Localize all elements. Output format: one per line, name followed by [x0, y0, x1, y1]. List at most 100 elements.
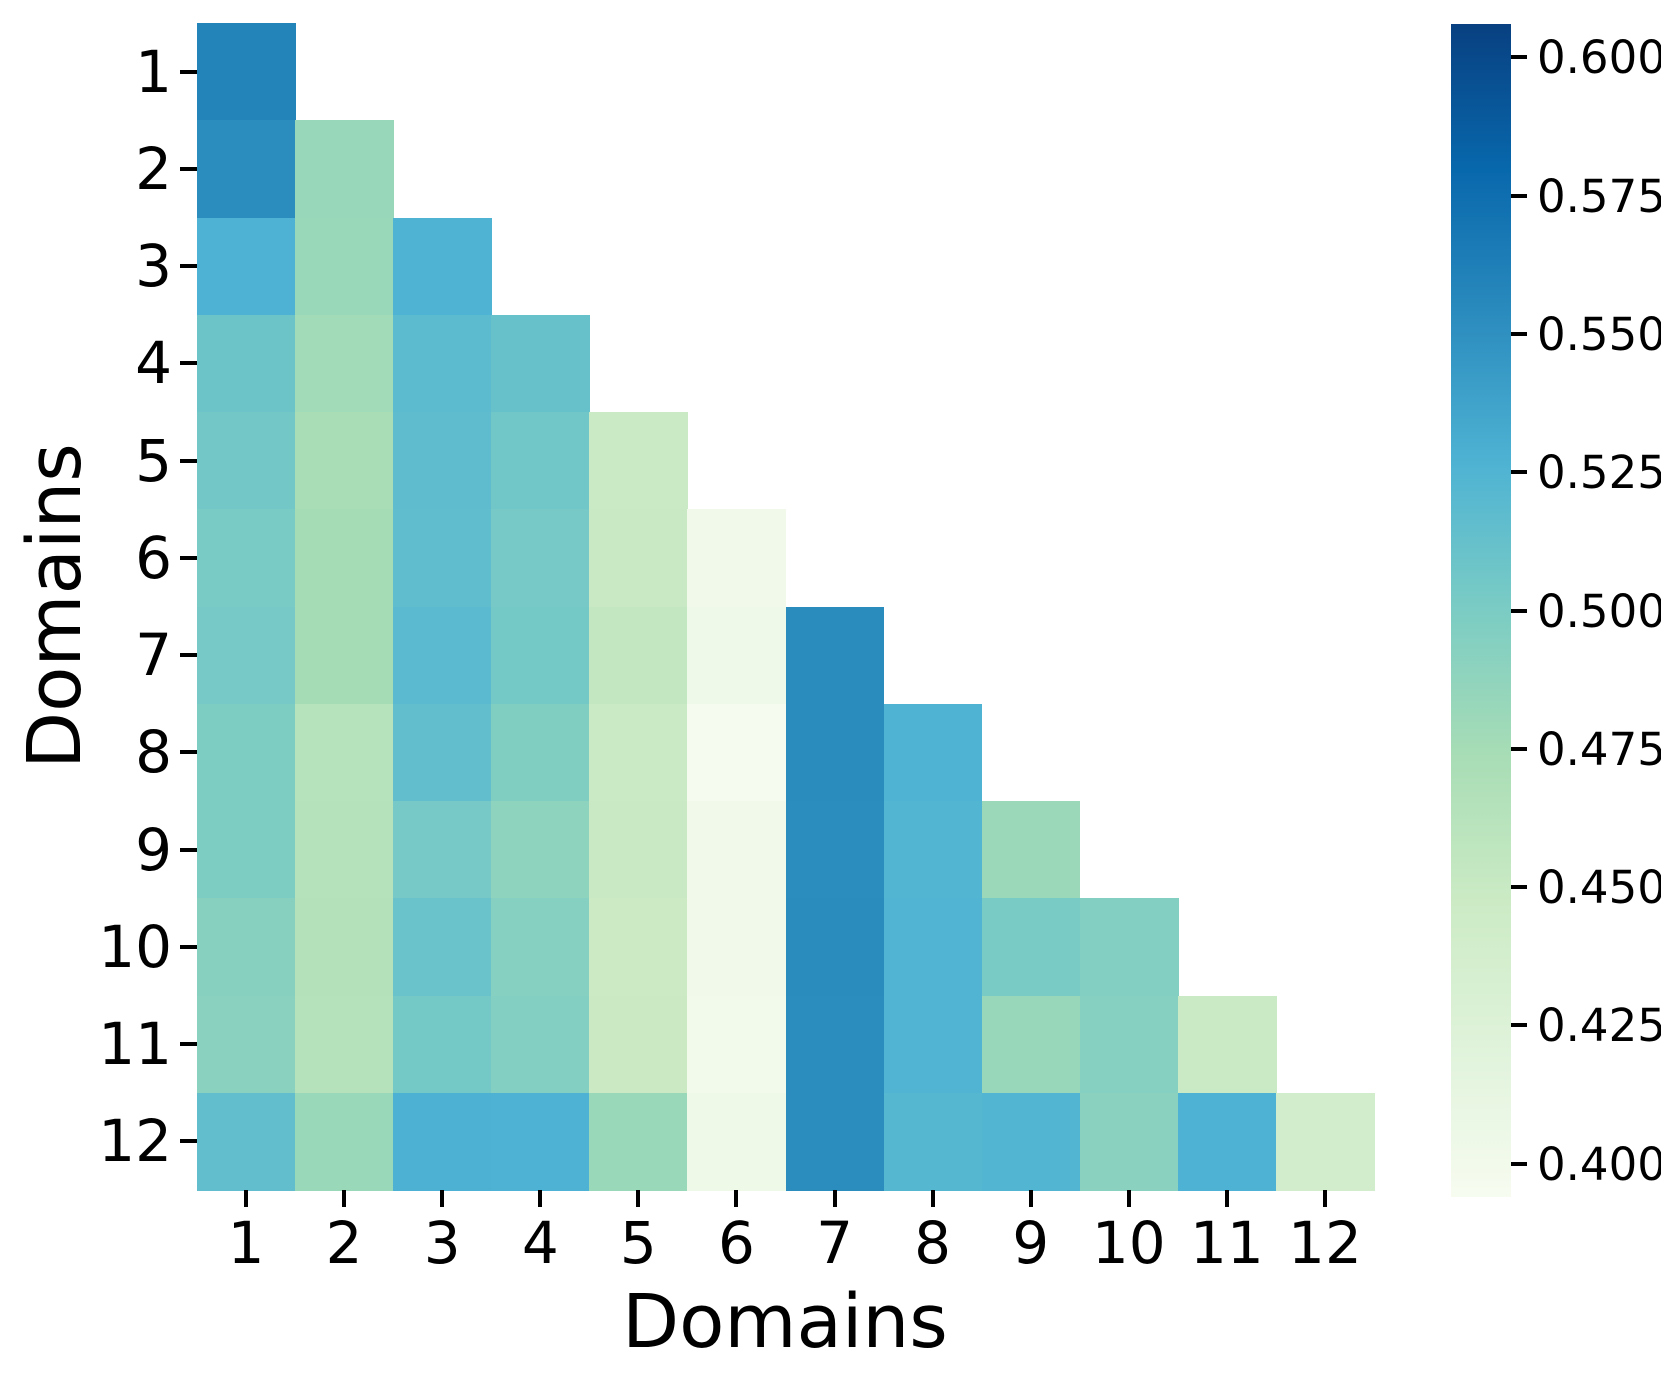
heatmap-cell [687, 898, 787, 997]
heatmap-cell [295, 120, 394, 219]
heatmap-cell [589, 703, 689, 802]
heatmap-cell [197, 898, 296, 997]
colorbar-tick-mark [1511, 608, 1527, 613]
colorbar-tick-label: 0.550 [1537, 307, 1661, 361]
heatmap-cell [295, 509, 394, 608]
heatmap-cell [197, 23, 296, 121]
y-axis-label: Domains [12, 443, 98, 769]
heatmap-cell [589, 1092, 689, 1191]
heatmap-cell [981, 1092, 1081, 1191]
heatmap-cell [589, 606, 689, 705]
colorbar-tick-label: 0.500 [1537, 584, 1661, 638]
heatmap-cell [491, 995, 591, 1094]
colorbar-tick-label: 0.400 [1537, 1137, 1661, 1191]
heatmap-cell [1275, 1092, 1375, 1191]
x-tick-mark [440, 1190, 445, 1207]
y-tick-mark [180, 1139, 197, 1144]
heatmap-cell [687, 703, 787, 802]
y-tick-mark [180, 555, 197, 560]
heatmap-cell [393, 412, 492, 510]
heatmap-cell [1177, 1092, 1277, 1191]
heatmap-cell [197, 412, 296, 510]
y-tick-label: 10 [98, 912, 172, 981]
colorbar-tick-label: 0.450 [1537, 861, 1661, 915]
heatmap-cell [589, 898, 689, 997]
heatmap-cell [883, 801, 983, 899]
x-tick-label: 10 [1091, 1209, 1166, 1277]
heatmap-cell [491, 801, 591, 899]
x-tick-label: 3 [423, 1209, 461, 1277]
colorbar-tick-mark [1511, 193, 1527, 198]
colorbar-tick-mark [1511, 885, 1527, 890]
heatmap-cell [491, 703, 591, 802]
x-tick-mark [538, 1190, 543, 1207]
y-tick-mark [180, 944, 197, 949]
y-tick-label: 2 [135, 134, 172, 203]
x-tick-mark [1028, 1190, 1033, 1207]
x-tick-label: 12 [1288, 1209, 1362, 1277]
x-tick-mark [636, 1190, 641, 1207]
y-tick-mark [180, 264, 197, 269]
y-tick-mark [180, 750, 197, 755]
heatmap-cell [491, 412, 591, 510]
y-tick-label: 8 [135, 718, 172, 787]
y-tick-mark [180, 847, 197, 852]
heatmap-cell [491, 898, 591, 997]
heatmap-cell [687, 1092, 787, 1191]
colorbar-tick-mark [1511, 55, 1527, 60]
y-tick-mark [180, 166, 197, 171]
x-tick-label: 8 [914, 1209, 952, 1277]
x-tick-label: 2 [325, 1209, 363, 1277]
x-tick-mark [734, 1190, 739, 1207]
heatmap-cell [785, 1092, 885, 1191]
heatmap-cell [393, 314, 492, 413]
heatmap-cell [295, 995, 394, 1094]
heatmap-cell [393, 801, 492, 899]
heatmap-cell [589, 509, 689, 608]
heatmap-cell [981, 995, 1081, 1094]
y-tick-mark [180, 1042, 197, 1047]
y-tick-label: 7 [135, 621, 172, 690]
heatmap-cell [197, 509, 296, 608]
colorbar-tick-mark [1511, 1161, 1527, 1166]
heatmap-cell [785, 801, 885, 899]
heatmap-cell [785, 703, 885, 802]
x-tick-mark [244, 1190, 249, 1207]
heatmap-cell [491, 509, 591, 608]
heatmap-cell [393, 703, 492, 802]
heatmap-cell [197, 314, 296, 413]
colorbar-tick-label: 0.600 [1537, 31, 1661, 85]
heatmap-cell [393, 606, 492, 705]
heatmap-cell [1079, 1092, 1179, 1191]
x-tick-label: 9 [1012, 1209, 1050, 1277]
heatmap-cell [197, 703, 296, 802]
heatmap-cell [1079, 898, 1179, 997]
y-tick-label: 3 [135, 232, 172, 301]
heatmap-cell [295, 217, 394, 316]
y-tick-label: 1 [135, 37, 172, 106]
x-tick-mark [342, 1190, 347, 1207]
y-tick-label: 9 [135, 815, 172, 884]
colorbar-tick-label: 0.525 [1537, 446, 1661, 500]
y-tick-label: 11 [98, 1010, 172, 1079]
heatmap-cell [295, 412, 394, 510]
y-tick-mark [180, 69, 197, 74]
heatmap-cell [687, 801, 787, 899]
heatmap-cell [785, 898, 885, 997]
heatmap-cell [981, 898, 1081, 997]
heatmap-cell [197, 801, 296, 899]
heatmap-cell [393, 217, 492, 316]
x-tick-label: 4 [521, 1209, 559, 1277]
heatmap-cell [197, 217, 296, 316]
heatmap-cell [883, 1092, 983, 1191]
colorbar-tick-mark [1511, 746, 1527, 751]
heatmap-cell [785, 995, 885, 1094]
colorbar-tick-label: 0.575 [1537, 169, 1661, 223]
heatmap-cell [883, 703, 983, 802]
colorbar-tick-label: 0.475 [1537, 722, 1661, 776]
heatmap-cell [393, 995, 492, 1094]
x-tick-label: 1 [227, 1209, 265, 1277]
x-tick-mark [930, 1190, 935, 1207]
heatmap-cell [393, 1092, 492, 1191]
heatmap-cell [883, 898, 983, 997]
